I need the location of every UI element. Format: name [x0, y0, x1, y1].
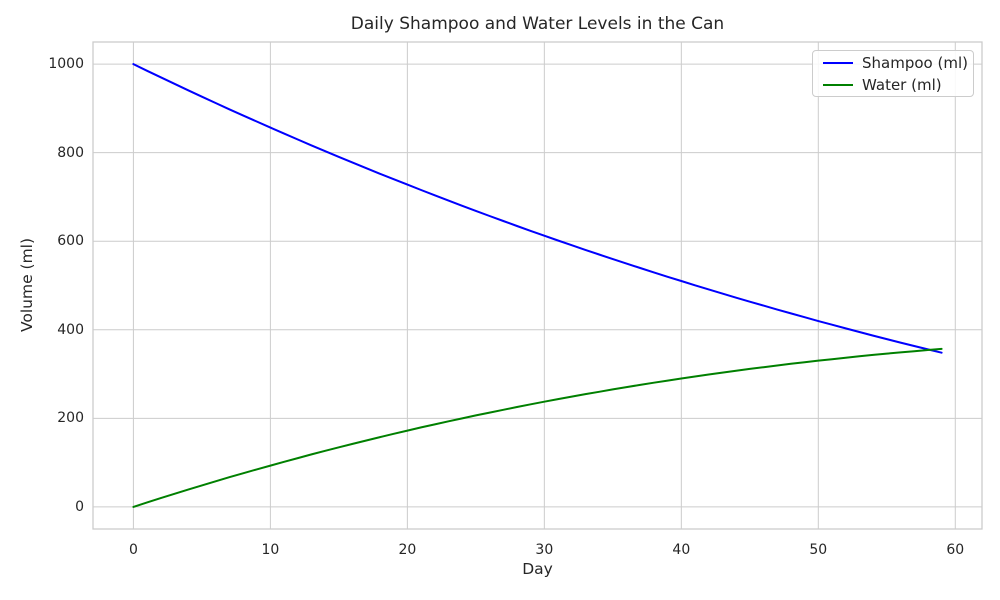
chart-title: Daily Shampoo and Water Levels in the Ca…	[350, 14, 725, 34]
x-tick-label: 20	[398, 542, 417, 558]
legend: Shampoo (ml) Water (ml)	[812, 50, 974, 97]
y-tick-label: 800	[57, 144, 84, 161]
y-tick-label: 600	[57, 233, 84, 250]
y-tick-label: 200	[57, 410, 84, 427]
x-tick-label: 40	[672, 542, 691, 558]
water-series-line	[132, 347, 943, 508]
y-tick-label: 1000	[48, 56, 84, 73]
legend-item-water: Water (ml)	[823, 76, 973, 94]
legend-label-water: Water (ml)	[862, 75, 942, 94]
x-tick-label: 0	[128, 542, 138, 558]
legend-item-shampoo: Shampoo (ml)	[823, 54, 973, 72]
y-tick-label: 400	[57, 321, 84, 338]
legend-label-shampoo: Shampoo (ml)	[862, 53, 968, 72]
water-line-swatch	[823, 83, 853, 86]
axes-spines	[92, 41, 983, 530]
x-tick-label: 30	[535, 542, 554, 558]
x-tick-label: 10	[261, 542, 280, 558]
y-tick-label: 0	[75, 498, 84, 515]
y-axis-label: Volume (ml)	[18, 237, 36, 333]
shampoo-line-swatch	[823, 61, 853, 64]
x-tick-label: 50	[809, 542, 828, 558]
x-axis-label: Day	[522, 560, 553, 578]
shampoo-series-line	[132, 63, 943, 354]
x-tick-label: 60	[946, 542, 965, 558]
